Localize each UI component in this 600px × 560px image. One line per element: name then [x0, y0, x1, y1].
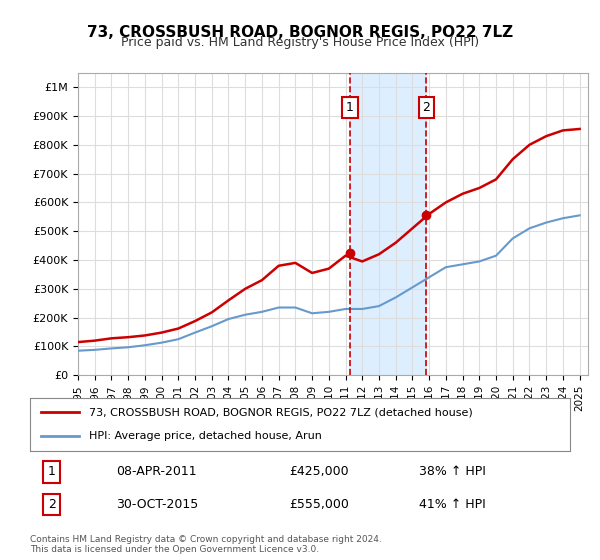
Text: 41% ↑ HPI: 41% ↑ HPI [419, 498, 485, 511]
Text: HPI: Average price, detached house, Arun: HPI: Average price, detached house, Arun [89, 431, 322, 441]
Text: 1: 1 [47, 465, 56, 478]
Text: 73, CROSSBUSH ROAD, BOGNOR REGIS, PO22 7LZ (detached house): 73, CROSSBUSH ROAD, BOGNOR REGIS, PO22 7… [89, 408, 473, 418]
Text: 1: 1 [346, 101, 354, 114]
Text: 73, CROSSBUSH ROAD, BOGNOR REGIS, PO22 7LZ: 73, CROSSBUSH ROAD, BOGNOR REGIS, PO22 7… [87, 25, 513, 40]
Text: £555,000: £555,000 [289, 498, 349, 511]
Text: Price paid vs. HM Land Registry's House Price Index (HPI): Price paid vs. HM Land Registry's House … [121, 36, 479, 49]
Text: Contains HM Land Registry data © Crown copyright and database right 2024.
This d: Contains HM Land Registry data © Crown c… [30, 535, 382, 554]
Text: 2: 2 [47, 498, 56, 511]
Text: 38% ↑ HPI: 38% ↑ HPI [419, 465, 485, 478]
Bar [350, 73, 427, 375]
Text: 30-OCT-2015: 30-OCT-2015 [116, 498, 199, 511]
Text: 08-APR-2011: 08-APR-2011 [116, 465, 197, 478]
Text: 2: 2 [422, 101, 430, 114]
Text: £425,000: £425,000 [289, 465, 349, 478]
